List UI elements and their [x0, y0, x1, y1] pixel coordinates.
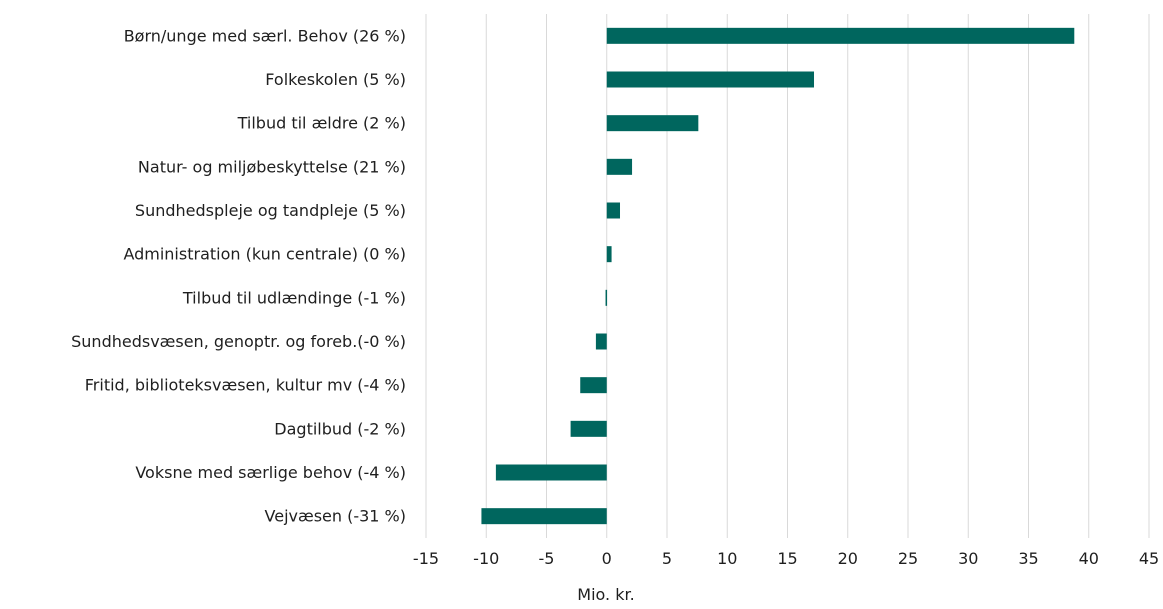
- bar: [481, 508, 607, 525]
- x-axis-title: Mio. kr.: [577, 585, 634, 604]
- bar: [495, 464, 607, 481]
- category-label: Sundhedspleje og tandpleje (5 %): [135, 201, 406, 220]
- x-tick-label: 20: [838, 549, 858, 568]
- category-labels: Børn/unge med særl. Behov (26 %) Folkesko…: [71, 26, 406, 525]
- category-label: Børn/unge med særl. Behov (26 %): [124, 26, 406, 45]
- bar: [606, 202, 621, 219]
- x-tick-label: -5: [539, 549, 555, 568]
- category-label: Vejvæsen (-31 %): [265, 507, 406, 526]
- x-tick-label: 0: [602, 549, 612, 568]
- x-tick-label: -15: [413, 549, 439, 568]
- x-tick-label: 5: [662, 549, 672, 568]
- x-tick-label: 25: [898, 549, 918, 568]
- x-tick-label: 45: [1139, 549, 1159, 568]
- x-tick-label: 15: [777, 549, 797, 568]
- bar: [605, 289, 608, 306]
- bars: [481, 27, 1075, 525]
- bar: [595, 333, 607, 350]
- x-tick-label: -10: [473, 549, 499, 568]
- bar: [606, 158, 633, 175]
- x-tick-label: 40: [1079, 549, 1099, 568]
- x-tick-label: 30: [958, 549, 978, 568]
- category-label: Tilbud til udlændinge (-1 %): [182, 288, 406, 307]
- category-label: Fritid, biblioteksvæsen, kultur mv (-4 %…: [85, 376, 406, 395]
- bar: [606, 27, 1075, 44]
- x-tick-label: 10: [717, 549, 737, 568]
- gridlines: [425, 14, 1150, 538]
- bar: [570, 420, 607, 437]
- category-label: Sundhedsvæsen, genoptr. og foreb.(-0 %): [71, 332, 406, 351]
- category-label: Administration (kun centrale) (0 %): [123, 245, 406, 264]
- x-tick-labels: -15 -10 -5 0 5 10 15 20 25 30 35 40 45: [413, 549, 1159, 568]
- bar: [606, 115, 699, 132]
- category-label: Folkeskolen (5 %): [265, 70, 406, 89]
- bar: [580, 377, 607, 394]
- category-label: Voksne med særlige behov (-4 %): [135, 463, 406, 482]
- category-label: Tilbud til ældre (2 %): [237, 114, 406, 133]
- category-label: Dagtilbud (-2 %): [274, 419, 406, 438]
- bar: [606, 71, 815, 88]
- bar: [606, 246, 612, 263]
- x-tick-label: 35: [1018, 549, 1038, 568]
- category-label: Natur- og miljøbeskyttelse (21 %): [138, 157, 406, 176]
